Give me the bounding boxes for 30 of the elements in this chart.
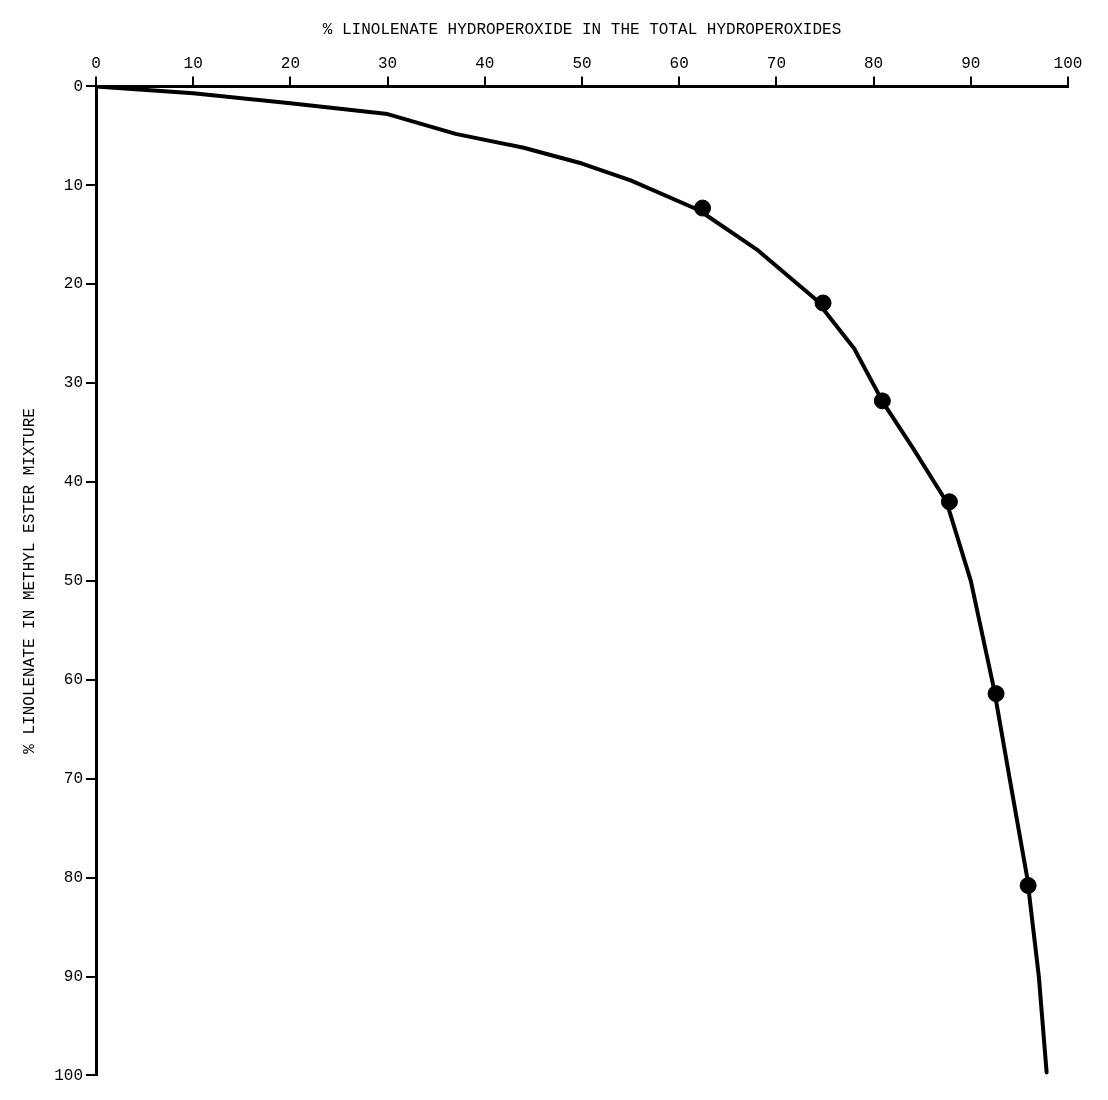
x-tick-label: 50 [572, 55, 592, 74]
point [873, 392, 891, 410]
x-axis-title: % LINOLENATE HYDROPEROXIDE IN THE TOTAL HYDROPEROXIDES [322, 20, 842, 39]
point [814, 294, 832, 312]
point [694, 199, 712, 217]
y-tick-label: 10 [63, 176, 83, 195]
y-tick-label: 30 [63, 374, 83, 393]
point [1019, 877, 1037, 895]
x-tick-label: 100 [1053, 55, 1083, 74]
x-tick-label: 60 [669, 55, 689, 74]
y-tick-label: 100 [54, 1066, 83, 1085]
y-tick-label: 50 [63, 572, 83, 591]
y-tick-label: 60 [63, 671, 83, 690]
point [987, 685, 1005, 703]
y-axis-title: % LINOLENATE IN METHYL ESTER MIXTURE [20, 408, 39, 754]
x-tick-label: 10 [183, 55, 203, 74]
y-tick-label: 90 [63, 967, 83, 986]
x-tick-label: 80 [864, 55, 884, 74]
y-tick-label: 70 [63, 769, 83, 788]
y-tick-label: 0 [73, 77, 83, 96]
point [940, 493, 958, 511]
x-tick-label: 40 [475, 55, 495, 74]
y-tick-label: 80 [63, 868, 83, 887]
x-tick-label: 0 [91, 55, 101, 74]
y-tick-label: 40 [63, 473, 83, 492]
x-tick-label: 20 [280, 55, 301, 74]
x-tick-label: 30 [378, 55, 398, 74]
x-tick-label: 70 [766, 55, 786, 74]
y-tick-label: 20 [63, 275, 83, 294]
x-tick-label: 90 [961, 55, 981, 74]
